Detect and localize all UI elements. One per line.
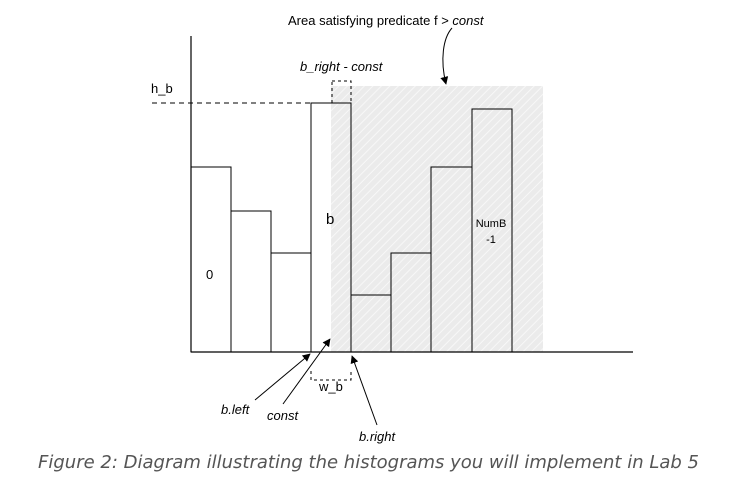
- b-left-arrow: [254, 353, 311, 401]
- b-right-arrow: [350, 355, 378, 426]
- bar-0: [190, 166, 232, 353]
- w-b-label: w_b: [318, 379, 343, 394]
- bin-last-label-line1: NumB: [476, 218, 507, 230]
- h-b-label: h_b: [151, 81, 173, 96]
- b-right-const-label: b_right - const: [300, 59, 384, 74]
- bar-1: [230, 210, 272, 353]
- predicate-region: [331, 86, 543, 352]
- b-right-label: b.right: [359, 429, 397, 444]
- bar-2: [270, 252, 312, 353]
- const-arrow: [282, 338, 331, 405]
- title-arrow: [440, 27, 453, 85]
- b-left-label: b.left: [221, 402, 251, 417]
- bin-b-label: b: [326, 211, 334, 228]
- figure-caption: Figure 2: Diagram illustrating the histo…: [38, 452, 699, 473]
- bin-zero-label: 0: [206, 267, 213, 282]
- bin-last-label-line2: -1: [486, 234, 496, 246]
- const-label: const: [267, 408, 299, 423]
- diagram-title: Area satisfying predicate f > const: [288, 13, 485, 28]
- b-right-const-box: [331, 80, 352, 104]
